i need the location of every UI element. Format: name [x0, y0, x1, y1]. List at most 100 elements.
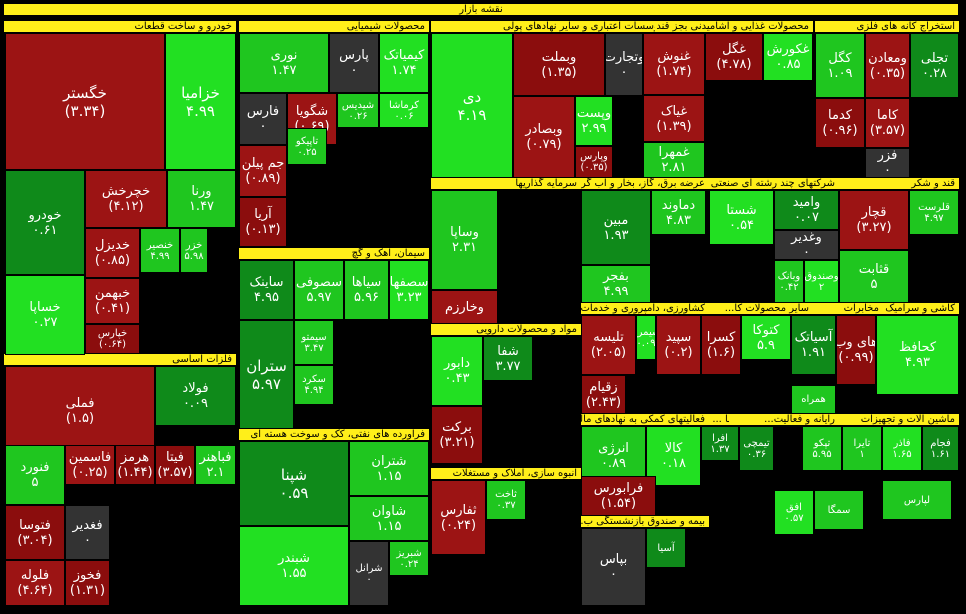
treemap-tile[interactable]: وساپا ۲.۳۱ — [431, 190, 498, 290]
treemap-tile[interactable]: وامید ۰.۰۷ — [774, 190, 839, 230]
treemap-tile[interactable]: شاوان ۱.۱۵ — [349, 496, 429, 541]
treemap-tile[interactable]: غمهرا ۲.۸۱ — [643, 142, 705, 178]
treemap-tile[interactable]: کگل ۱.۰۹ — [815, 33, 865, 98]
treemap-tile[interactable]: قثابت ۵ — [839, 250, 909, 303]
treemap-tile[interactable]: بفجر ۴.۹۹ — [581, 265, 651, 303]
treemap-tile[interactable]: فارس ۰ — [239, 93, 287, 145]
treemap-tile[interactable]: خزر ۵.۹۸ — [180, 228, 208, 273]
treemap-tile[interactable]: کسرا (۱.۶) — [701, 315, 741, 375]
treemap-tile[interactable]: وبانک ۰.۴۲ — [774, 260, 804, 303]
treemap-tile[interactable]: آسیا — [646, 528, 686, 568]
treemap-tile[interactable]: کحافظ ۴.۹۳ — [876, 315, 959, 395]
treemap-tile[interactable]: همراه — [791, 385, 836, 414]
treemap-tile[interactable]: سیاها ۵.۹۶ — [344, 260, 389, 320]
treemap-tile[interactable]: وبصادر (۰.۷۹) — [513, 96, 575, 178]
treemap-tile[interactable]: وغدیر ۰ — [774, 230, 839, 260]
treemap-tile[interactable]: جم پیلن (۰.۸۹) — [239, 145, 287, 197]
treemap-tile[interactable]: شستا ۰.۵۴ — [709, 190, 774, 245]
treemap-tile[interactable]: غگل (۴.۷۸) — [705, 33, 763, 81]
treemap-tile[interactable]: خگستر (۳.۳۴) — [5, 33, 165, 170]
treemap-tile[interactable]: شفا ۳.۷۷ — [483, 336, 533, 381]
treemap-tile[interactable]: سپید (۰.۲) — [656, 315, 701, 375]
treemap-tile[interactable]: ثاخت ۰.۳۷ — [486, 480, 526, 520]
treemap-tile[interactable]: کتوکا ۵.۹ — [741, 315, 791, 360]
treemap-tile[interactable]: ستران ۵.۹۷ — [239, 320, 294, 429]
treemap-tile[interactable]: فغدیر ۰ — [65, 505, 110, 560]
treemap-tile[interactable]: دی ۴.۱۹ — [431, 33, 513, 178]
treemap-tile[interactable]: وخارزم — [431, 290, 498, 324]
treemap-tile[interactable]: سکرد ۴.۹۴ — [294, 365, 334, 405]
treemap-tile[interactable]: وبملت (۱.۳۵) — [513, 33, 605, 96]
treemap-tile[interactable]: لپارس — [882, 480, 952, 520]
treemap-tile[interactable]: غنوش (۱.۷۴) — [643, 33, 705, 95]
treemap-tile[interactable]: هرمز (۱.۴۴) — [115, 445, 155, 485]
treemap-tile[interactable]: آریا (۰.۱۳) — [239, 197, 287, 247]
treemap-tile[interactable]: شپنا ۰.۵۹ — [239, 441, 349, 526]
treemap-tile[interactable]: تایرا ۱ — [842, 426, 882, 471]
treemap-tile[interactable]: فملی (۱.۵) — [5, 366, 155, 456]
treemap-tile[interactable]: فرابورس (۱.۵۴) — [581, 476, 656, 516]
treemap-tile[interactable]: غیاک (۱.۳۹) — [643, 95, 705, 142]
treemap-tile[interactable]: فتوسا (۳.۰۴) — [5, 505, 65, 560]
treemap-tile[interactable]: سمگا — [814, 490, 864, 530]
treemap-tile[interactable]: فباهنر ۲.۱ — [195, 445, 236, 485]
treemap-tile[interactable]: پارس ۰ — [329, 33, 379, 93]
treemap-tile[interactable]: سیمرغ۰.۰۹ — [636, 315, 656, 360]
treemap-tile[interactable]: فاسمین (۰.۲۵) — [65, 445, 115, 485]
treemap-tile[interactable]: خبهمن (۰.۴۱) — [85, 278, 140, 324]
treemap-tile[interactable]: ومعادن (۰.۳۵) — [865, 33, 910, 98]
treemap-tile[interactable]: آسیاتک ۱.۹۱ — [791, 315, 836, 375]
treemap-tile[interactable]: خدیزل (۰.۸۵) — [85, 228, 140, 278]
treemap-tile[interactable]: دماوند ۴.۸۳ — [651, 190, 706, 235]
treemap-tile[interactable]: کالا ۰.۱۸ — [646, 426, 701, 486]
treemap-tile[interactable]: خساپا ۰.۲۷ — [5, 275, 85, 355]
treemap-tile[interactable]: قچار (۳.۲۷) — [839, 190, 909, 250]
treemap-tile[interactable]: فلوله (۴.۶۴) — [5, 560, 65, 606]
treemap-tile[interactable]: دابور ۰.۴۳ — [431, 336, 483, 406]
treemap-tile[interactable]: فخوز (۱.۳۱) — [65, 560, 110, 606]
treemap-tile[interactable]: غکورش ۰.۸۵ — [763, 33, 813, 81]
treemap-tile[interactable]: کاما (۳.۵۷) — [865, 98, 910, 148]
treemap-tile[interactable]: وصندوق ۲ — [804, 260, 839, 303]
treemap-tile[interactable]: کیمیاتک ۱.۷۴ — [379, 33, 429, 93]
treemap-tile[interactable]: فجام ۱.۶۱ — [922, 426, 959, 471]
treemap-tile[interactable]: وتجارت ۰ — [605, 33, 643, 96]
treemap-tile[interactable]: شرانل ۰ — [349, 541, 389, 606]
treemap-tile[interactable]: فولاد ۰.۰۹ — [155, 366, 236, 426]
treemap-tile[interactable]: قلرست ۴.۹۷ — [909, 190, 959, 235]
treemap-tile[interactable]: تلیسه (۲.۰۵) — [581, 315, 636, 375]
treemap-tile[interactable]: فیتا (۳.۵۷) — [155, 445, 195, 485]
treemap-tile[interactable]: فزر ۰ — [865, 148, 910, 178]
treemap-tile[interactable]: تجلی ۰.۲۸ — [910, 33, 959, 98]
treemap-tile[interactable]: تاپیکو ۰.۲۵ — [287, 128, 327, 165]
treemap-tile[interactable]: افرا ۱.۳۷ — [701, 426, 739, 461]
treemap-tile[interactable]: سصفها ۳.۲۳ — [389, 260, 429, 320]
treemap-tile[interactable]: خپارس (۰.۶۴) — [85, 324, 140, 354]
treemap-tile[interactable]: سصوفی ۵.۹۷ — [294, 260, 344, 320]
treemap-tile[interactable]: فاذر ۱.۶۵ — [882, 426, 922, 471]
treemap-tile[interactable]: تیمچی ۰.۳۶ — [739, 426, 774, 471]
treemap-tile[interactable]: شیدیس ۰.۲۶ — [337, 93, 379, 128]
treemap-tile[interactable]: کدما (۰.۹۶) — [815, 98, 865, 148]
treemap-tile[interactable]: زقیام (۲.۴۳) — [581, 375, 626, 414]
treemap-tile[interactable]: خچرخش (۴.۱۲) — [85, 170, 167, 228]
treemap-tile[interactable]: های وب (۰.۹۹) — [836, 315, 876, 385]
treemap-tile[interactable]: خودرو ۰.۶۱ — [5, 170, 85, 275]
treemap-tile[interactable]: مبین ۱.۹۳ — [581, 190, 651, 265]
treemap-tile[interactable]: شبریز ۰.۲۴ — [389, 541, 429, 576]
treemap-tile[interactable]: فنورد ۵ — [5, 445, 65, 505]
treemap-tile[interactable]: نوری ۱.۴۷ — [239, 33, 329, 93]
treemap-tile[interactable]: ورنا ۱.۴۷ — [167, 170, 236, 228]
treemap-tile[interactable]: وپارس (۰.۳۵) — [575, 146, 613, 178]
treemap-tile[interactable]: وپست ۲.۹۹ — [575, 96, 613, 146]
treemap-tile[interactable]: برکت (۳.۲۱) — [431, 406, 483, 464]
treemap-tile[interactable]: ثفارس (۰.۲۴) — [431, 480, 486, 555]
treemap-tile[interactable]: سیمتو ۳.۴۷ — [294, 320, 334, 365]
treemap-tile[interactable]: تپکو ۵.۹۵ — [802, 426, 842, 471]
treemap-tile[interactable]: شتران ۱.۱۵ — [349, 441, 429, 496]
treemap-tile[interactable]: ساینک ۴.۹۵ — [239, 260, 294, 320]
treemap-tile[interactable]: کرماشا ۰.۰۶ — [379, 93, 429, 128]
treemap-tile[interactable]: خزامیا ۴.۹۹ — [165, 33, 236, 170]
treemap-tile[interactable]: بپاس ۰ — [581, 528, 646, 606]
treemap-tile[interactable]: شبندر ۱.۵۵ — [239, 526, 349, 606]
